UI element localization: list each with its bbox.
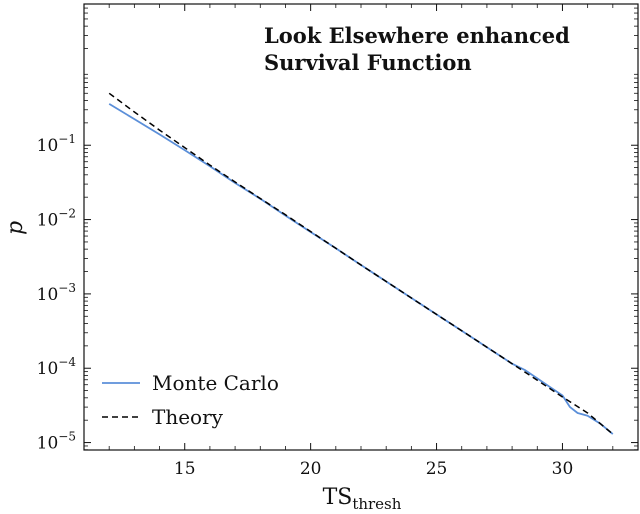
- y-tick-label: 10−5: [37, 430, 76, 454]
- legend-label-theory: Theory: [152, 405, 224, 429]
- x-tick-label: 15: [174, 459, 196, 479]
- x-axis-label: TSthresh: [323, 485, 402, 513]
- x-tick-label: 30: [552, 459, 574, 479]
- legend-label-monte-carlo: Monte Carlo: [152, 371, 279, 395]
- y-tick-label: 10−3: [37, 281, 76, 305]
- title-line-1: Look Elsewhere enhanced: [264, 23, 570, 48]
- x-tick-label: 20: [300, 459, 322, 479]
- y-tick-label: 10−2: [37, 207, 76, 231]
- series-line-theory: [108, 92, 614, 435]
- chart-title: Look Elsewhere enhanced Survival Functio…: [264, 23, 570, 75]
- y-axis-label: p: [3, 221, 28, 235]
- axis-ticks: 15 20 25 30 10−1 10−2 10−3 10−4 10−5: [37, 4, 639, 479]
- y-tick-label: 10−1: [37, 132, 76, 156]
- x-axis-label-subscript: thresh: [352, 495, 401, 513]
- x-tick-label: 25: [426, 459, 448, 479]
- y-tick-label: 10−4: [37, 355, 77, 379]
- x-axis-label-main: TS: [323, 485, 353, 510]
- series-layer: [108, 92, 614, 435]
- title-line-2: Survival Function: [264, 50, 472, 75]
- legend: Monte Carlo Theory: [102, 371, 279, 429]
